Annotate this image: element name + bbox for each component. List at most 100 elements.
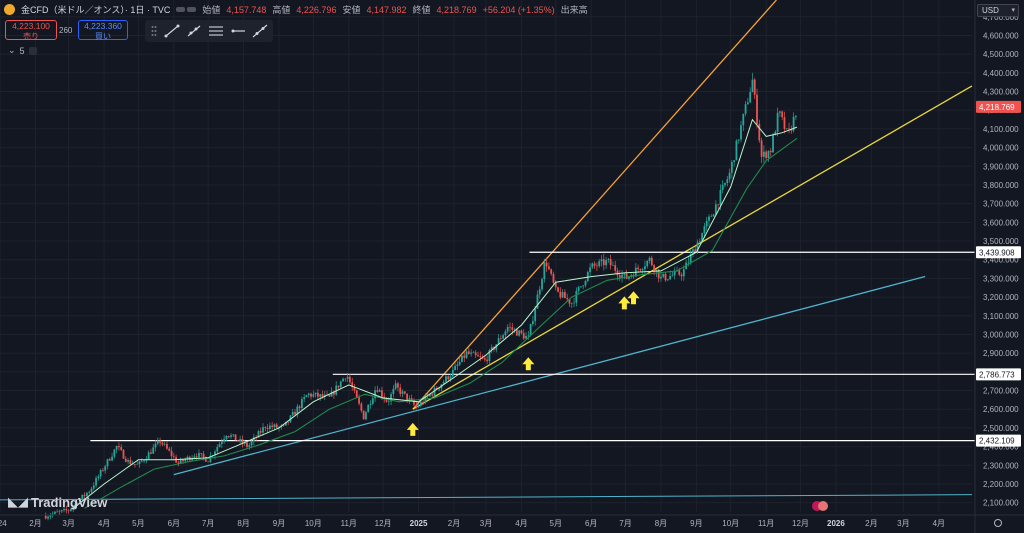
candle-body [591, 263, 594, 268]
x-tick-label: 8月 [237, 519, 249, 528]
candle-body [97, 476, 100, 479]
trendlines[interactable] [0, 0, 973, 501]
open-value: 4,157.748 [226, 4, 267, 15]
candle-body [705, 220, 708, 227]
symbol-title[interactable]: 金CFD（米ドル／オンス）· 1日 · TVC [21, 5, 171, 15]
level-price-text: 2,432.109 [979, 437, 1015, 446]
candle-body [781, 111, 784, 118]
candle-body [522, 333, 525, 339]
candle-body [252, 437, 255, 442]
y-tick-label: 3,300.000 [983, 274, 1019, 283]
candle-body [792, 116, 795, 131]
candle-body [376, 390, 379, 392]
buy-button[interactable]: 4,223.360 買い [78, 20, 128, 41]
candle-body [497, 338, 500, 345]
candle-body [161, 442, 164, 445]
settings-gear-icon[interactable] [994, 519, 1002, 527]
currency-select[interactable]: USD ▾ [977, 4, 1019, 17]
x-tick-label: 2025 [410, 519, 428, 528]
candle-body [294, 412, 296, 415]
y-tick-label: 3,500.000 [983, 237, 1019, 246]
candle-body [479, 356, 482, 358]
candle-body [95, 478, 97, 486]
trendline-yellow[interactable] [412, 85, 973, 410]
x-tick-label: 2月 [865, 519, 877, 528]
candle-body [703, 226, 706, 234]
candle-body [136, 464, 139, 465]
candle-body [721, 184, 724, 190]
candle-body [394, 383, 397, 389]
candle-body [744, 104, 747, 114]
up-arrow-icon [406, 422, 419, 436]
candle-body [216, 447, 219, 452]
candle-body [694, 249, 697, 252]
candle-body [724, 183, 726, 185]
candle-body [401, 391, 404, 394]
candle-body [264, 427, 267, 429]
candle-body [408, 398, 411, 401]
level-price-tag [976, 434, 1021, 447]
settings-gear-ring [994, 519, 1002, 527]
candle-body [513, 329, 516, 331]
candle-body [143, 460, 145, 462]
candle-body [282, 425, 285, 426]
candle-body [614, 265, 617, 271]
candle-body [623, 273, 626, 275]
change-value: +56.204 (+1.35%) [482, 4, 555, 15]
sell-button[interactable]: 4,223.100 売り [5, 20, 57, 41]
candle-body [470, 352, 473, 354]
candle-body [184, 459, 187, 462]
time-axis[interactable]: 024 2月 3月 4月 5月 6月 7月 8月 9月 10月 11月 12月 2025 2月 3月 4月 5月… [0, 514, 1024, 528]
candle-body [465, 351, 468, 358]
open-label: 始値 [202, 5, 221, 15]
indicator-legend-toggle[interactable]: ⌄ 5 [8, 45, 37, 56]
candle-body [323, 394, 326, 397]
candle-body [387, 401, 390, 402]
candle-body [680, 274, 683, 277]
candle-body [655, 269, 658, 272]
trend-line-tool-icon[interactable] [164, 23, 180, 39]
indicator-settings-icon[interactable] [28, 46, 37, 55]
drag-handle-icon[interactable] [150, 23, 158, 39]
trendline-blue[interactable] [173, 275, 926, 476]
candle-body [451, 369, 454, 377]
trendline-orange[interactable] [412, 0, 777, 410]
tradingview-logo: ◣◢ TradingView [8, 494, 107, 510]
parallel-channel-tool-icon[interactable] [208, 23, 224, 39]
ray-tool-icon[interactable] [186, 23, 202, 39]
extended-line-tool-icon[interactable] [252, 23, 268, 39]
candle-body [339, 381, 342, 388]
candle-body [435, 387, 438, 390]
x-tick-label: 4月 [98, 519, 110, 528]
x-tick-label: 12月 [375, 519, 392, 528]
tradingview-mark-icon: ◣◢ [8, 494, 28, 509]
y-tick-label: 3,600.000 [983, 218, 1019, 227]
candle-body [69, 508, 72, 511]
candle-body [794, 115, 797, 117]
market-status-dots-icon[interactable] [176, 7, 197, 12]
candle-body [312, 394, 315, 397]
candle-body [381, 390, 383, 397]
event-marker-icon[interactable] [812, 501, 828, 511]
candle-body [209, 455, 212, 463]
candle-body [300, 399, 303, 409]
x-tick-label: 2月 [448, 519, 460, 528]
candle-body [271, 425, 274, 428]
buy-price: 4,223.360 [84, 21, 122, 31]
candle-body [333, 391, 335, 395]
candle-body [291, 412, 294, 416]
candle-body [740, 125, 742, 140]
candle-body [163, 444, 166, 445]
trendline-teal[interactable] [0, 494, 973, 501]
x-tick-label: 3月 [62, 519, 74, 528]
horizontal-ray-tool-icon[interactable] [230, 23, 246, 39]
candle-body [710, 216, 713, 218]
candle-body [774, 131, 777, 136]
x-tick-label: 12月 [792, 519, 809, 528]
candle-body [753, 79, 756, 95]
x-tick-label: 2月 [29, 519, 41, 528]
candle-body [547, 266, 550, 270]
symbol-header: 金CFD（米ドル／オンス）· 1日 · TVC 始値 4,157.748 高値 4,… [4, 3, 588, 16]
price-axis[interactable]: 2,100.000 2,200.000 2,300.000 2,400.000 2,50… [974, 0, 1019, 533]
